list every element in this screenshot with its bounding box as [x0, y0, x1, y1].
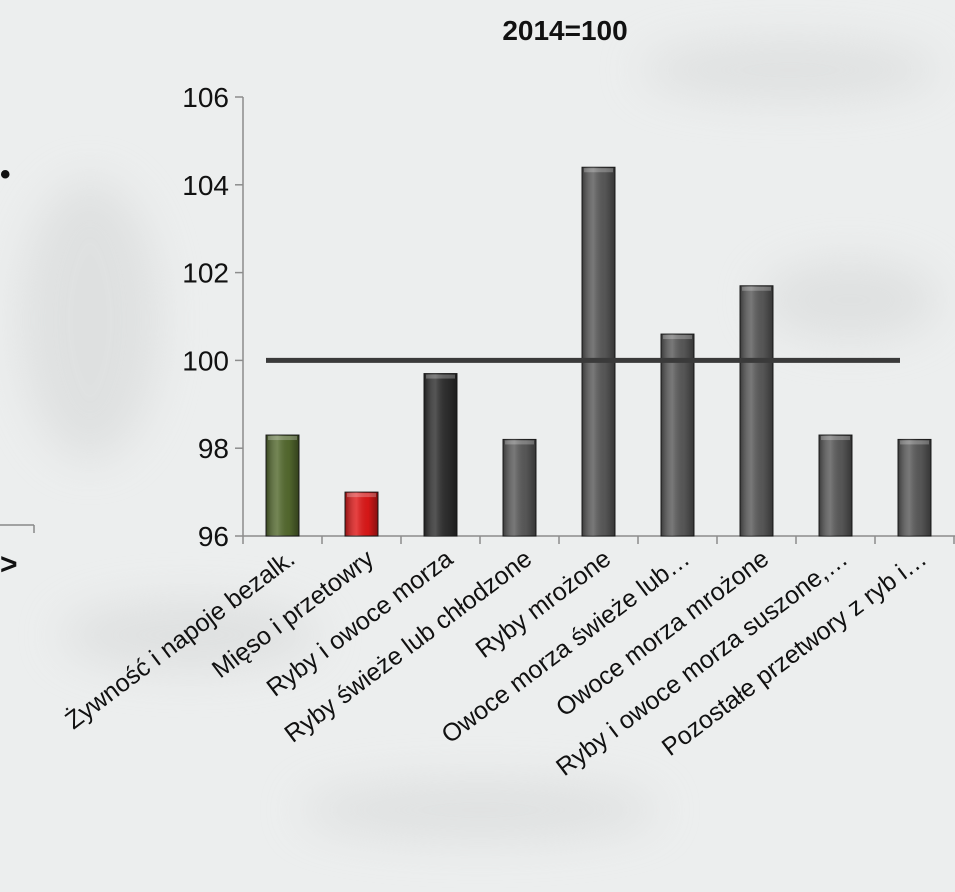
- y-tick-label: 106: [182, 82, 229, 113]
- y-tick-label: 102: [182, 258, 229, 289]
- bar: [423, 373, 458, 537]
- bar-highlight: [663, 335, 692, 340]
- bar: [739, 285, 774, 537]
- left-edge-fragment-top: •: [0, 158, 11, 191]
- bar-highlight: [426, 374, 455, 379]
- chart-title: 2014=100: [502, 15, 627, 46]
- left-edge-fragment-bottom: >: [0, 548, 18, 581]
- bar-highlight: [584, 168, 613, 173]
- bar: [344, 491, 379, 537]
- bar: [265, 434, 300, 537]
- bar-shading: [819, 435, 852, 536]
- bar-shading: [661, 334, 694, 536]
- bar-highlight: [347, 493, 376, 498]
- bar-shading: [503, 439, 536, 536]
- bar-shading: [266, 435, 299, 536]
- bar-highlight: [268, 436, 297, 441]
- bar-highlight: [505, 440, 534, 445]
- bar: [897, 438, 932, 537]
- y-tick-label: 96: [198, 521, 229, 552]
- bar-shading: [424, 373, 457, 536]
- bar-shading: [898, 439, 931, 536]
- bar: [660, 333, 695, 537]
- left-edge-axis-fragment: [0, 524, 35, 533]
- bar: [502, 438, 537, 537]
- bar-highlight: [900, 440, 929, 445]
- y-tick-label: 104: [182, 170, 229, 201]
- y-tick-label: 100: [182, 345, 229, 376]
- bar-highlight: [742, 286, 771, 291]
- bar: [581, 166, 616, 537]
- bar-shading: [345, 492, 378, 536]
- bar-highlight: [821, 436, 850, 441]
- y-tick-label: 98: [198, 433, 229, 464]
- bar-shading: [582, 167, 615, 537]
- bar-shading: [740, 285, 773, 536]
- bar: [818, 434, 853, 537]
